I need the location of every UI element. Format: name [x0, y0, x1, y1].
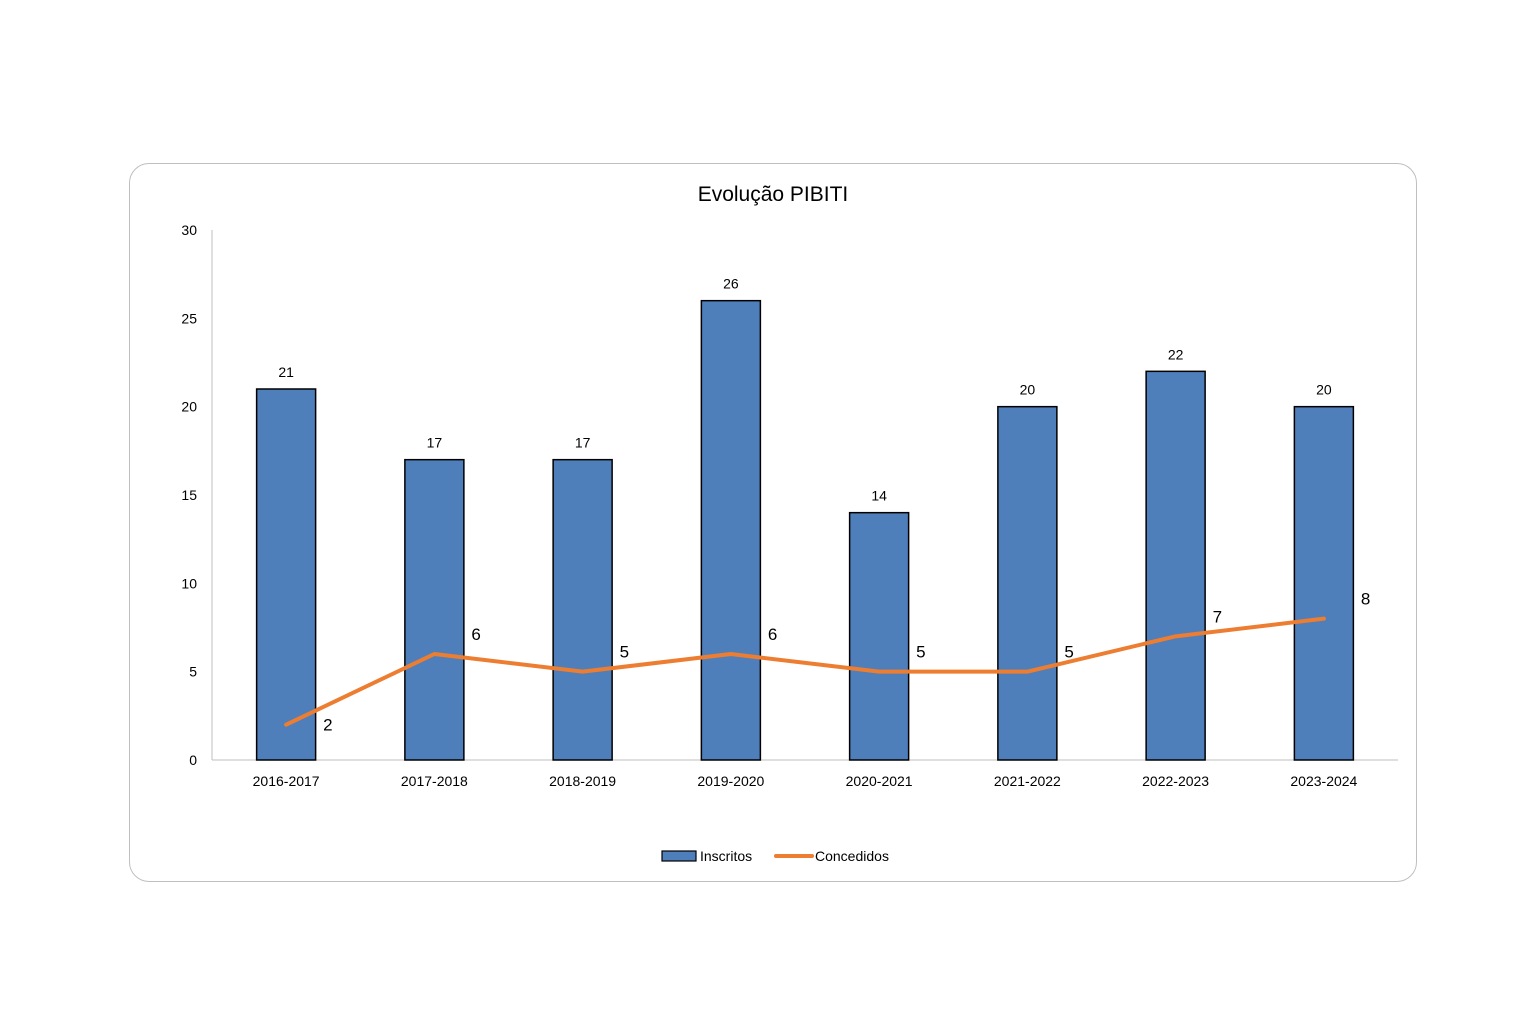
y-tick-label: 10	[181, 575, 197, 591]
line-data-label: 5	[620, 643, 629, 662]
bar	[997, 405, 1058, 761]
bar	[848, 511, 910, 761]
y-tick-label: 25	[181, 310, 197, 326]
line-data-label: 5	[1064, 643, 1073, 662]
line-data-label: 7	[1213, 607, 1222, 626]
bar	[1293, 405, 1355, 761]
line-data-label: 8	[1361, 590, 1370, 609]
bar-data-label: 17	[427, 435, 443, 451]
line-data-label: 6	[768, 625, 777, 644]
x-tick-label: 2022-2023	[1142, 773, 1209, 789]
x-tick-label: 2023-2024	[1290, 773, 1357, 789]
legend-label-concedidos: Concedidos	[815, 848, 889, 864]
x-axis: 2016-2017 2017-2018 2018-2019 2019-2020 2020…	[212, 759, 1398, 789]
bar-data-label: 20	[1020, 382, 1036, 398]
line-data-label: 5	[916, 643, 925, 662]
x-tick-label: 2020-2021	[846, 773, 913, 789]
bar-data-label: 14	[871, 488, 887, 504]
line-data-label: 2	[323, 716, 332, 735]
legend-swatch-inscritos	[661, 850, 697, 862]
bar-data-label: 26	[723, 276, 739, 292]
bar	[1145, 370, 1206, 761]
x-tick-label: 2018-2019	[549, 773, 616, 789]
bar	[255, 388, 317, 761]
y-tick-label: 15	[181, 487, 197, 503]
bar	[552, 458, 613, 761]
bar-data-label: 21	[278, 364, 294, 380]
bar-data-label: 22	[1168, 346, 1184, 362]
line-data-label: 6	[471, 625, 480, 644]
x-tick-label: 2021-2022	[994, 773, 1061, 789]
y-tick-label: 5	[189, 664, 197, 680]
x-tick-label: 2019-2020	[697, 773, 764, 789]
bar-data-label: 17	[575, 435, 591, 451]
y-tick-label: 0	[189, 752, 197, 768]
bar-data-label: 20	[1316, 382, 1332, 398]
line-series: 2 6 5 6 5 5 7 8	[284, 590, 1370, 735]
x-tick-label: 2017-2018	[401, 773, 468, 789]
bar	[700, 299, 762, 761]
legend: Inscritos Concedidos	[661, 848, 889, 864]
bar	[404, 458, 465, 761]
y-axis: 0 5 10 15 20 25 30	[181, 222, 213, 768]
y-tick-label: 30	[181, 222, 197, 238]
x-tick-label: 2016-2017	[253, 773, 320, 789]
concedidos-line	[284, 616, 1326, 727]
y-tick-label: 20	[181, 399, 197, 415]
legend-label-inscritos: Inscritos	[700, 848, 752, 864]
chart-title: Evolução PIBITI	[698, 183, 849, 206]
